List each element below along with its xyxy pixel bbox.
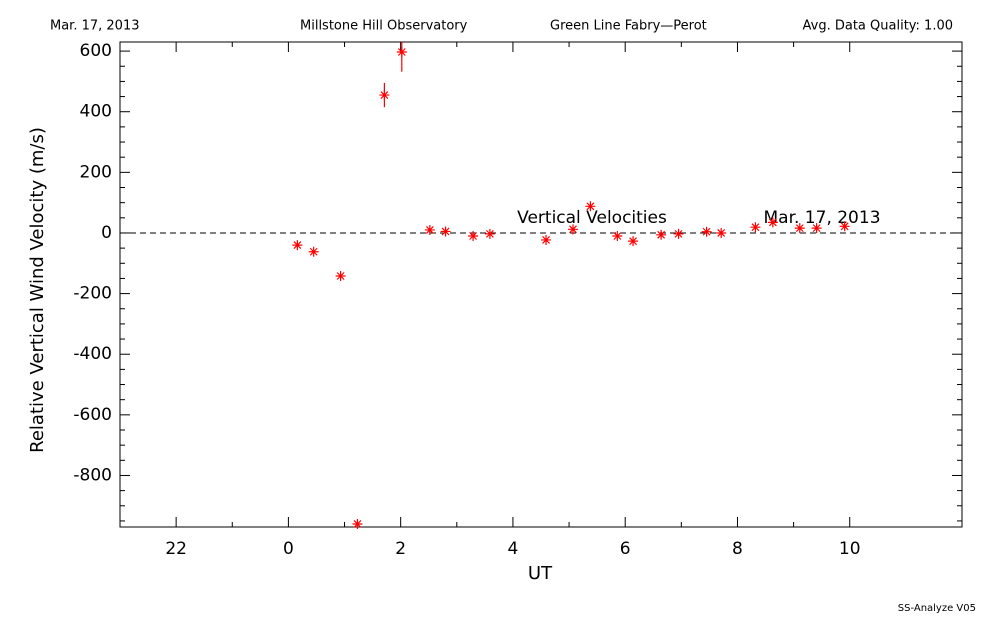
point <box>811 223 822 234</box>
y-tick-label: -800 <box>73 465 112 485</box>
x-tick-label: 8 <box>732 539 743 559</box>
point <box>701 226 712 237</box>
y-tick-label: -400 <box>73 344 112 364</box>
x-tick-label: 2 <box>395 539 406 559</box>
point <box>750 222 761 233</box>
point <box>612 231 623 241</box>
point <box>656 229 667 240</box>
x-axis-label: UT <box>528 563 553 584</box>
point <box>468 231 479 241</box>
point <box>484 228 495 239</box>
point <box>628 236 639 247</box>
x-tick-label: 6 <box>620 539 631 559</box>
x-tick-label: 4 <box>508 539 519 559</box>
point <box>585 201 596 212</box>
point <box>352 518 363 529</box>
header-quality: Avg. Data Quality: 1.00 <box>803 19 953 34</box>
header-instrument: Green Line Fabry—Perot <box>550 19 707 34</box>
point <box>541 234 552 245</box>
point <box>424 224 435 235</box>
point <box>335 271 346 282</box>
header-date: Mar. 17, 2013 <box>50 19 140 34</box>
point <box>716 227 727 238</box>
point <box>292 240 303 251</box>
header-site: Millstone Hill Observatory <box>300 19 468 34</box>
annotation: Vertical Velocities <box>517 208 667 228</box>
y-tick-label: 600 <box>80 41 112 61</box>
annotation: Mar. 17, 2013 <box>763 208 880 228</box>
x-tick-label: 0 <box>283 539 294 559</box>
point <box>308 246 319 257</box>
point <box>567 224 578 235</box>
x-tick-label: 10 <box>839 539 861 559</box>
point <box>794 223 805 234</box>
point <box>673 228 684 239</box>
y-tick-label: -200 <box>73 284 112 304</box>
y-tick-label: 200 <box>80 162 112 182</box>
footer: SS-Analyze V05 <box>898 603 976 614</box>
y-tick-label: -600 <box>73 405 112 425</box>
y-axis-label: Relative Vertical Wind Velocity (m/s) <box>27 127 48 453</box>
plot-frame <box>119 41 963 528</box>
point <box>767 217 778 228</box>
point <box>396 47 407 58</box>
point <box>839 221 850 232</box>
point <box>440 226 451 237</box>
y-tick-label: 400 <box>80 102 112 122</box>
x-tick-label: 22 <box>165 539 187 559</box>
point <box>379 90 390 101</box>
y-tick-label: 0 <box>101 223 112 243</box>
